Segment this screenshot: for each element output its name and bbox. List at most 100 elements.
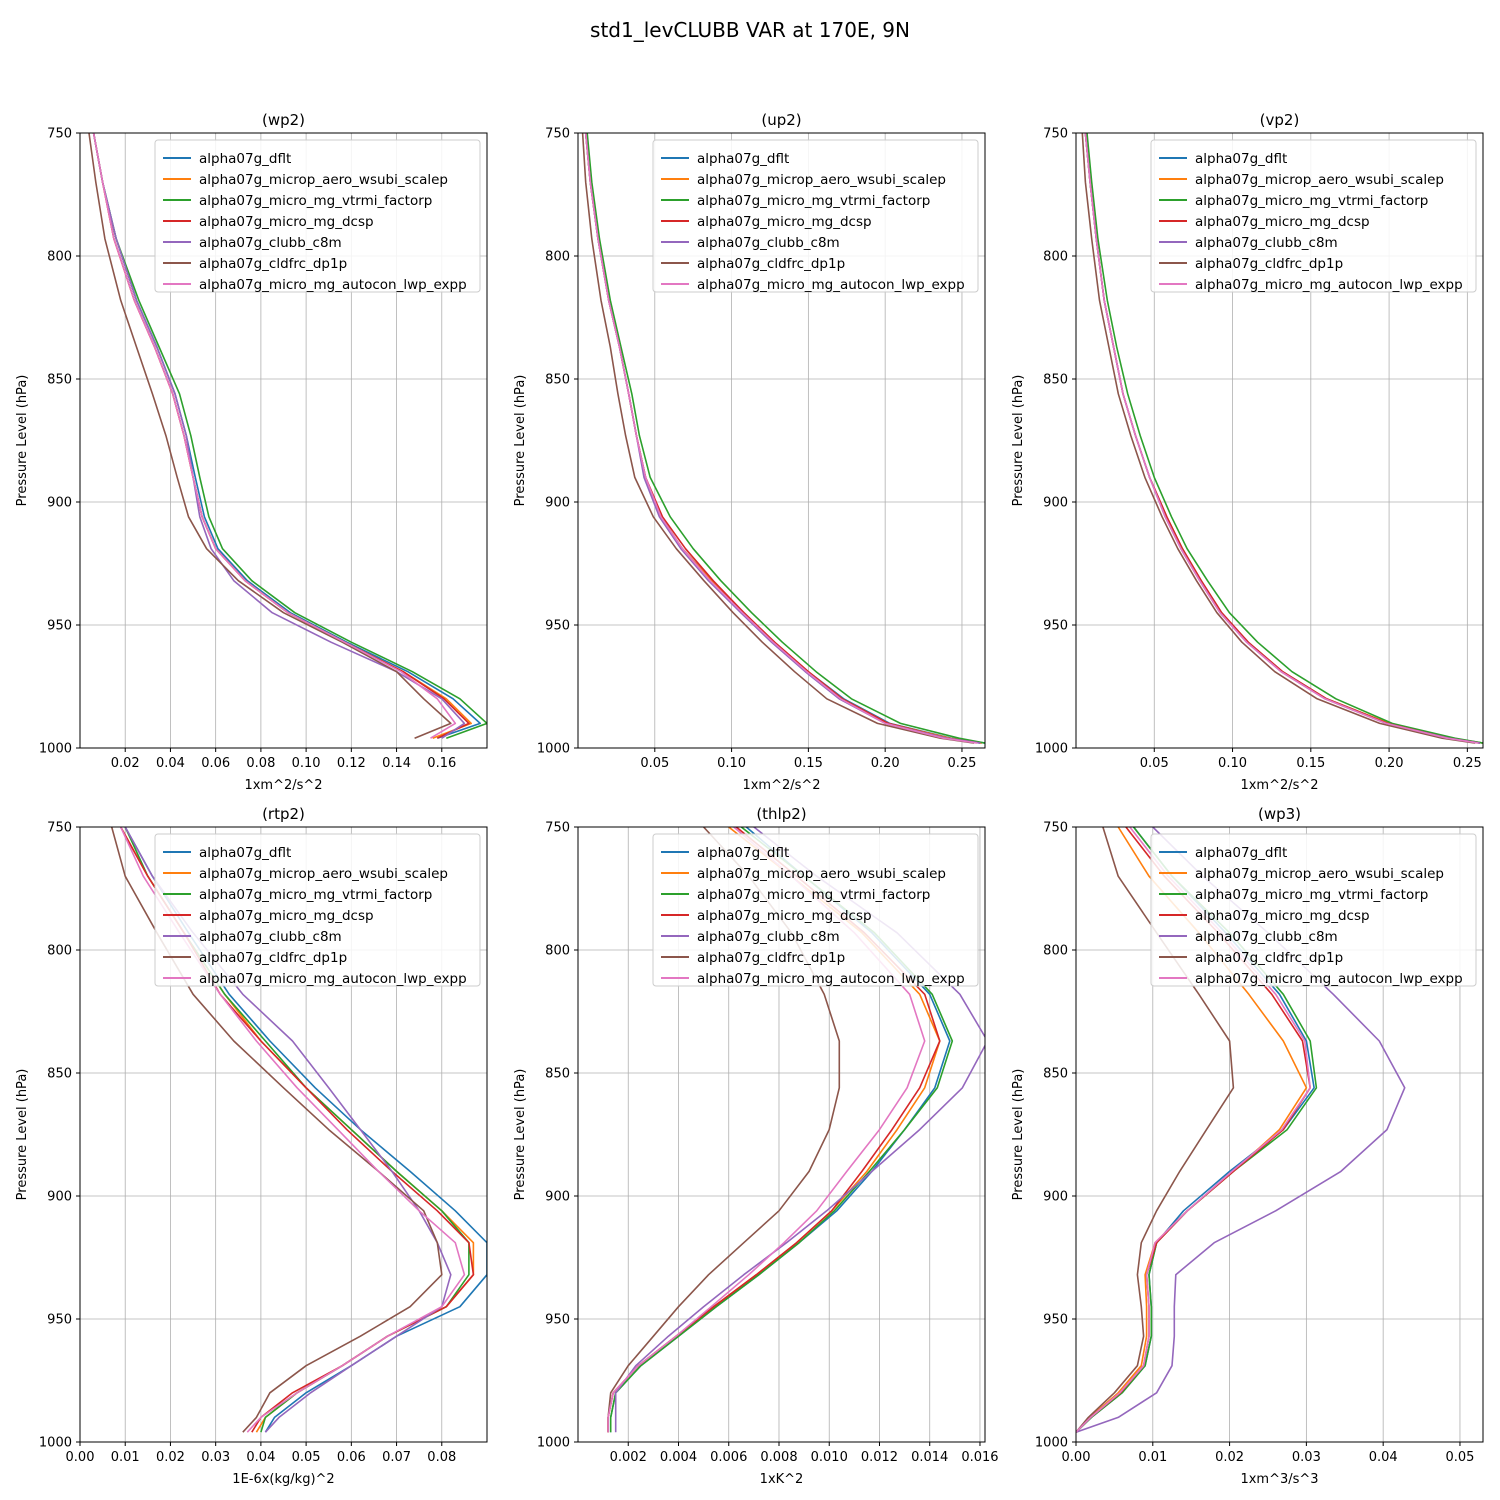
legend-entry-label: alpha07g_micro_mg_dcsp <box>697 908 872 924</box>
axes-frame <box>79 132 488 749</box>
x-tick-label: 0.02 <box>1215 1450 1244 1465</box>
x-axis-label: 1xK^2 <box>760 1472 804 1487</box>
x-tick-label: 0.04 <box>1369 1450 1398 1465</box>
y-tick-label: 850 <box>545 373 570 388</box>
y-tick-label: 750 <box>47 821 72 836</box>
x-tick-label: 0.10 <box>292 756 321 771</box>
series-line-alpha07g_micro_mg_autocon_lwp_expp <box>92 133 457 739</box>
x-tick-label: 0.20 <box>1375 756 1404 771</box>
x-tick-label: 0.05 <box>640 756 669 771</box>
legend-entry-label: alpha07g_micro_mg_autocon_lwp_expp <box>1195 277 1463 293</box>
y-tick-label: 900 <box>1043 496 1068 511</box>
y-tick-label: 900 <box>545 1190 570 1205</box>
legend-entry-label: alpha07g_micro_mg_autocon_lwp_expp <box>697 971 965 987</box>
series-line-alpha07g_cldfrc_dp1p <box>1081 133 1476 744</box>
subplot-title: (rtp2) <box>262 805 305 823</box>
x-tick-label: 0.08 <box>246 756 275 771</box>
x-tick-label: 0.00 <box>66 1450 95 1465</box>
y-tick-label: 1000 <box>39 742 72 757</box>
y-tick-label: 950 <box>1043 619 1068 634</box>
subplot-vp2: 0.05 0.10 0.15 0.20 0.25 750 800 850 900 950 1000 (… <box>1011 111 1484 793</box>
subplot-thlp2: 0.002 0.004 0.006 0.008 0.010 0.012 0.014 0.016… <box>513 805 999 1487</box>
x-tick-label: 0.25 <box>1453 756 1482 771</box>
legend: alpha07g_dflt alpha07g_microp_aero_wsubi_… <box>154 833 481 987</box>
y-tick-label: 900 <box>47 496 72 511</box>
y-tick-label: 1000 <box>1035 1436 1068 1451</box>
series-line-alpha07g_micro_mg_vtrmi_factorp <box>1086 133 1483 744</box>
y-tick-label: 1000 <box>1035 742 1068 757</box>
legend-entry-label: alpha07g_cldfrc_dp1p <box>199 256 347 272</box>
y-tick-label: 750 <box>47 127 72 142</box>
y-tick-label: 800 <box>545 944 570 959</box>
legend-entry-label: alpha07g_micro_mg_vtrmi_factorp <box>1195 193 1428 209</box>
axes-frame <box>79 826 488 1443</box>
x-tick-label: 0.05 <box>292 1450 321 1465</box>
x-tick-label: 0.04 <box>156 756 185 771</box>
legend-entry-label: alpha07g_micro_mg_vtrmi_factorp <box>199 193 432 209</box>
y-tick-label: 1000 <box>537 742 570 757</box>
x-tick-label: 0.01 <box>1138 1450 1167 1465</box>
y-axis-label: Pressure Level (hPa) <box>1011 375 1026 507</box>
y-tick-label: 800 <box>1043 250 1068 265</box>
subplot-title: (thlp2) <box>756 805 806 823</box>
legend-box <box>1150 139 1477 293</box>
legend-entry-label: alpha07g_cldfrc_dp1p <box>697 950 845 966</box>
legend-entry-label: alpha07g_microp_aero_wsubi_scalep <box>1195 172 1444 188</box>
legend-entry-label: alpha07g_micro_mg_dcsp <box>1195 908 1370 924</box>
y-tick-label: 800 <box>1043 944 1068 959</box>
legend-entry-label: alpha07g_cldfrc_dp1p <box>1195 950 1343 966</box>
y-tick-label: 850 <box>545 1067 570 1082</box>
y-tick-label: 750 <box>1043 127 1068 142</box>
x-tick-label: 0.05 <box>1140 756 1169 771</box>
legend-entry-label: alpha07g_microp_aero_wsubi_scalep <box>697 172 946 188</box>
x-axis-label: 1xm^2/s^2 <box>742 778 820 793</box>
y-tick-label: 800 <box>47 250 72 265</box>
legend-box <box>154 833 481 987</box>
x-tick-label: 0.06 <box>201 756 230 771</box>
x-tick-label: 0.04 <box>246 1450 275 1465</box>
series-group <box>1081 133 1483 744</box>
x-tick-label: 0.01 <box>111 1450 140 1465</box>
legend-entry-label: alpha07g_micro_mg_vtrmi_factorp <box>697 887 930 903</box>
x-tick-label: 0.008 <box>760 1450 797 1465</box>
y-tick-label: 850 <box>1043 1067 1068 1082</box>
x-tick-label: 0.010 <box>811 1450 848 1465</box>
x-tick-label: 0.02 <box>156 1450 185 1465</box>
y-tick-label: 950 <box>47 1313 72 1328</box>
legend-entry-label: alpha07g_micro_mg_vtrmi_factorp <box>1195 887 1428 903</box>
legend: alpha07g_dflt alpha07g_microp_aero_wsubi_… <box>652 833 979 987</box>
y-axis-label: Pressure Level (hPa) <box>513 1069 528 1201</box>
x-tick-label: 0.15 <box>1296 756 1325 771</box>
y-tick-label: 750 <box>545 821 570 836</box>
legend-entry-label: alpha07g_microp_aero_wsubi_scalep <box>199 866 448 882</box>
legend-entry-label: alpha07g_micro_mg_autocon_lwp_expp <box>697 277 965 293</box>
series-line-alpha07g_clubb_c8m <box>92 133 466 739</box>
legend-entry-label: alpha07g_dflt <box>1195 151 1287 167</box>
x-tick-label: 0.12 <box>337 756 366 771</box>
legend-entry-label: alpha07g_micro_mg_autocon_lwp_expp <box>199 971 467 987</box>
legend-entry-label: alpha07g_micro_mg_dcsp <box>1195 214 1370 230</box>
legend-entry-label: alpha07g_dflt <box>697 845 789 861</box>
axes-frame <box>577 132 986 749</box>
x-tick-label: 0.006 <box>710 1450 747 1465</box>
x-tick-label: 0.25 <box>947 756 976 771</box>
legend-entry-label: alpha07g_micro_mg_dcsp <box>199 214 374 230</box>
x-axis-label: 1xm^2/s^2 <box>244 778 322 793</box>
legend-entry-label: alpha07g_clubb_c8m <box>199 235 342 251</box>
y-tick-label: 750 <box>1043 821 1068 836</box>
y-tick-label: 900 <box>1043 1190 1068 1205</box>
subplot-title: (wp2) <box>262 111 305 129</box>
y-tick-label: 1000 <box>537 1436 570 1451</box>
y-axis-label: Pressure Level (hPa) <box>15 375 30 507</box>
legend-entry-label: alpha07g_clubb_c8m <box>697 929 840 945</box>
x-axis-label: 1E-6x(kg/kg)^2 <box>232 1472 334 1487</box>
y-tick-label: 850 <box>1043 373 1068 388</box>
series-line-alpha07g_micro_mg_vtrmi_factorp <box>92 133 487 739</box>
legend: alpha07g_dflt alpha07g_microp_aero_wsubi_… <box>1150 833 1477 987</box>
x-tick-label: 0.15 <box>794 756 823 771</box>
x-tick-label: 0.05 <box>1445 1450 1474 1465</box>
y-axis-label: Pressure Level (hPa) <box>513 375 528 507</box>
series-group <box>88 133 487 739</box>
x-tick-label: 0.03 <box>1292 1450 1321 1465</box>
subplot-wp2: 0.02 0.04 0.06 0.08 0.10 0.12 0.14 0.16 750 800 85… <box>15 111 488 793</box>
